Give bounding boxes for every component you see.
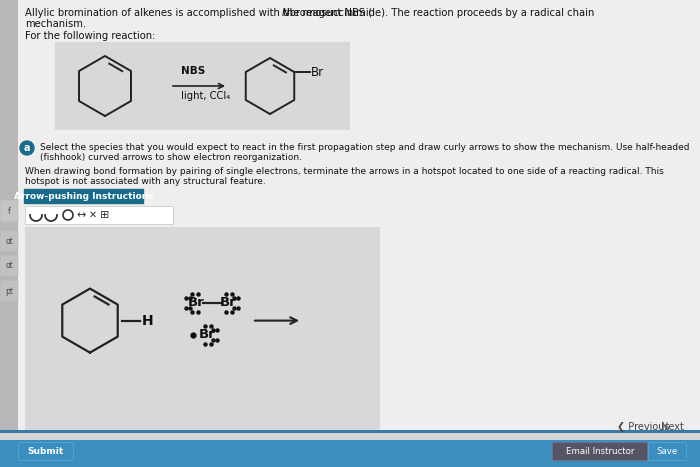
Text: light, CCl₄: light, CCl₄	[181, 91, 230, 101]
Bar	[0, 255, 18, 277]
Text: ↔: ↔	[76, 210, 85, 220]
Bar	[0, 440, 700, 467]
Text: ot: ot	[5, 236, 13, 246]
FancyBboxPatch shape	[552, 443, 648, 460]
Text: NBS: NBS	[181, 66, 205, 76]
FancyBboxPatch shape	[648, 443, 687, 460]
Text: -bromosuccinimide). The reaction proceeds by a radical chain: -bromosuccinimide). The reaction proceed…	[286, 8, 594, 18]
Text: Br: Br	[220, 296, 237, 309]
Text: ❮ Previous: ❮ Previous	[617, 422, 670, 432]
Text: Br: Br	[188, 296, 204, 309]
Text: When drawing bond formation by pairing of single electrons, terminate the arrows: When drawing bond formation by pairing o…	[25, 167, 664, 176]
Text: pt: pt	[5, 286, 13, 296]
Text: Select the species that you would expect to react in the first propagation step : Select the species that you would expect…	[40, 143, 689, 152]
Text: ✕: ✕	[89, 210, 97, 220]
FancyBboxPatch shape	[18, 443, 74, 460]
Bar	[0, 200, 18, 222]
Bar	[0, 0, 18, 467]
Text: H: H	[142, 314, 153, 327]
Text: Br: Br	[199, 328, 216, 341]
Text: For the following reaction:: For the following reaction:	[25, 31, 155, 41]
Text: Allylic bromination of alkenes is accomplished with the reagent NBS (: Allylic bromination of alkenes is accomp…	[25, 8, 372, 18]
Bar	[0, 430, 700, 433]
Text: ⊞: ⊞	[100, 210, 110, 220]
Text: a: a	[24, 143, 30, 153]
Bar	[25, 227, 380, 435]
FancyBboxPatch shape	[24, 189, 144, 204]
Circle shape	[20, 141, 34, 155]
Text: f: f	[8, 206, 10, 215]
Text: Next: Next	[661, 422, 684, 432]
Text: Br: Br	[312, 65, 324, 78]
Bar	[0, 230, 18, 252]
Text: ot: ot	[5, 262, 13, 270]
Text: mechanism.: mechanism.	[25, 19, 86, 29]
Bar	[25, 206, 173, 224]
Text: Submit: Submit	[28, 447, 64, 456]
Text: hotspot is not associated with any structural feature.: hotspot is not associated with any struc…	[25, 177, 266, 186]
Bar	[55, 42, 350, 130]
Text: N: N	[281, 8, 289, 18]
Text: (fishhook) curved arrows to show electron reorganization.: (fishhook) curved arrows to show electro…	[40, 153, 302, 162]
Bar	[0, 280, 18, 302]
Text: Save: Save	[657, 447, 678, 456]
Text: Email Instructor: Email Instructor	[566, 447, 634, 456]
Bar	[0, 433, 700, 467]
Text: Arrow-pushing Instructions: Arrow-pushing Instructions	[14, 192, 154, 201]
